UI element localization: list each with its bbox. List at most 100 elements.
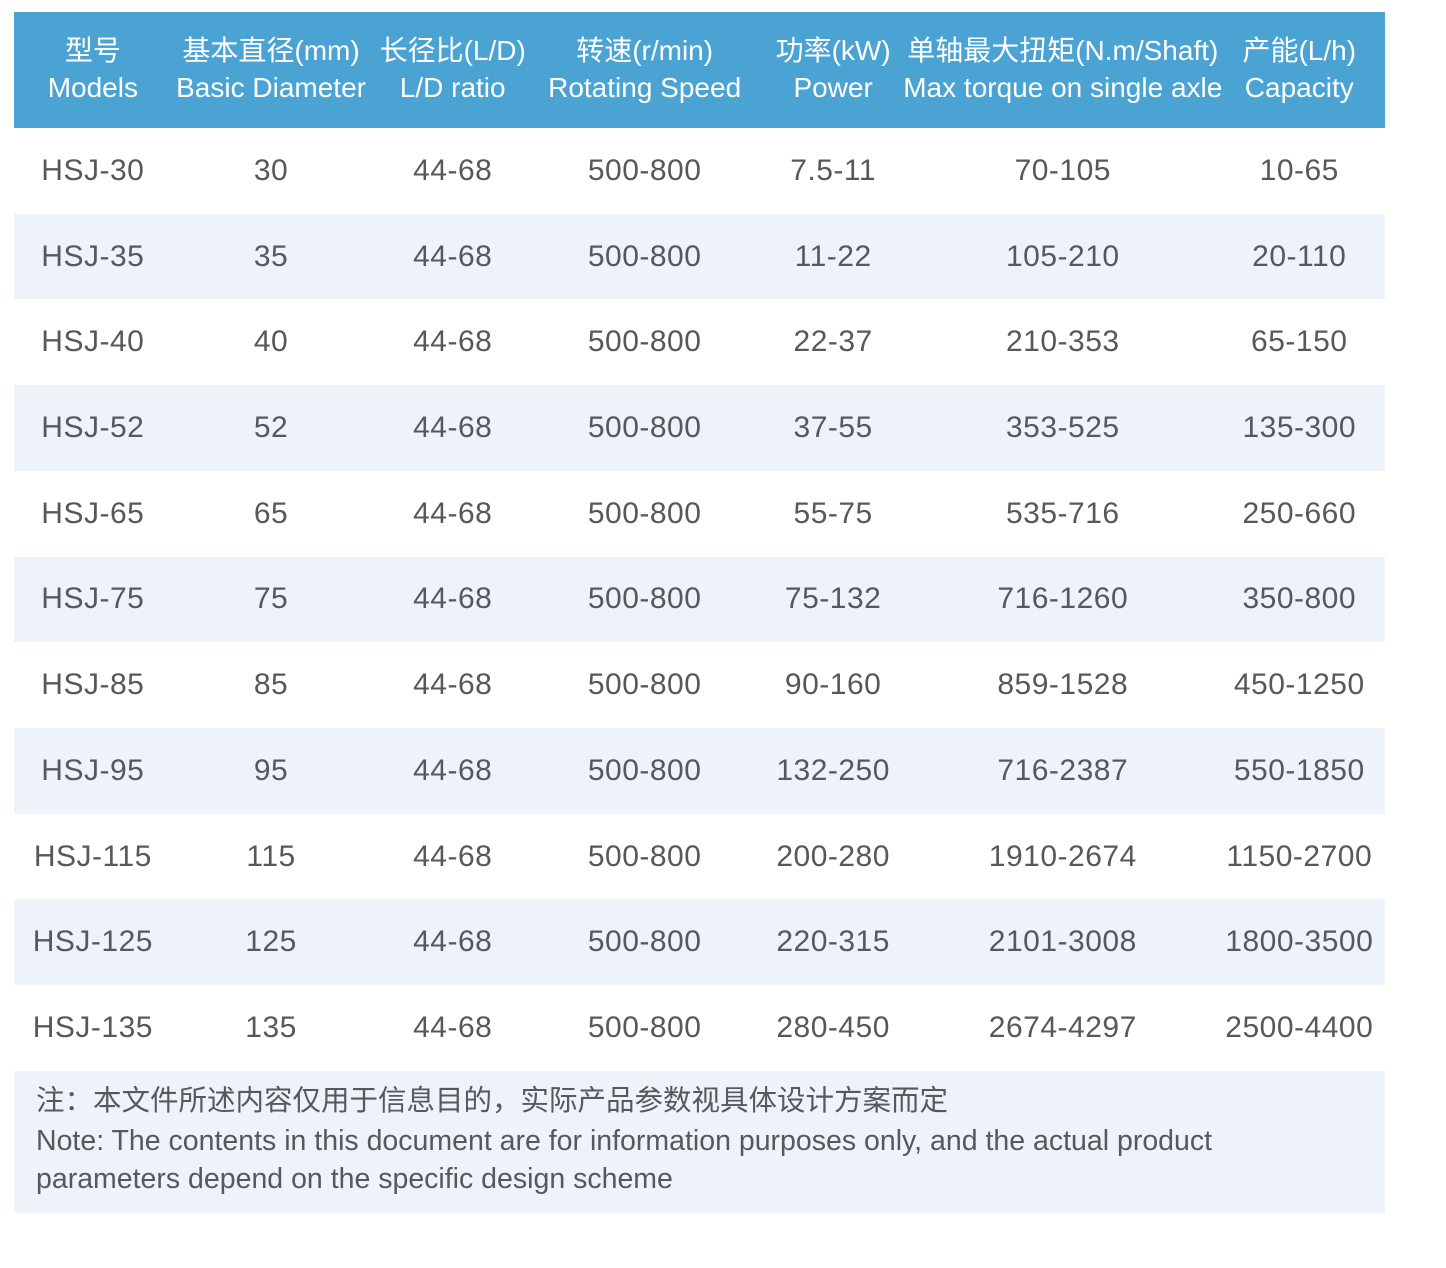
cell-rotating-speed: 500-800 [587,582,702,616]
note-line-zh: 注：本文件所述内容仅用于信息目的，实际产品参数视具体设计方案而定 [36,1084,949,1117]
cell-basic-diameter: 85 [253,668,289,702]
cell-ld-ratio: 44-68 [413,753,493,787]
cell-rotating-speed: 500-800 [587,668,702,702]
header-label-zh: 单轴最大扭矩(N.m/Shaft) [907,35,1219,67]
cell-rotating-speed: 500-800 [587,325,702,359]
header-label-en: Basic Diameter [176,72,366,103]
cell-models: HSJ-135 [32,1011,153,1045]
cell-max-torque: 535-716 [1005,496,1120,530]
cell-capacity: 250-660 [1242,496,1357,530]
cell-capacity: 1800-3500 [1225,925,1374,959]
table-row: HSJ-115 115 44-68 500-800 200-280 1910-2674 11… [14,814,1385,900]
cell-power: 200-280 [776,839,890,873]
cell-max-torque: 859-1528 [997,668,1129,702]
cell-rotating-speed: 500-800 [587,839,702,873]
cell-models: HSJ-115 [33,839,152,873]
cell-models: HSJ-85 [41,668,145,702]
cell-ld-ratio: 44-68 [413,668,493,702]
cell-power: 90-160 [784,668,882,702]
cell-max-torque: 1910-2674 [988,839,1137,873]
table-row: HSJ-125 125 44-68 500-800 220-315 2101-3008 18… [14,899,1385,986]
header-label-en: Rotating Speed [548,72,742,103]
table-row: HSJ-52 52 44-68 500-800 37-55 353-525 135-300 [14,385,1385,471]
cell-ld-ratio: 44-68 [413,239,493,273]
cell-capacity: 350-800 [1242,582,1357,616]
cell-models: HSJ-35 [41,239,145,273]
table-row: HSJ-75 75 44-68 500-800 75-132 716-1260 350-80… [14,556,1385,643]
cell-capacity: 2500-4400 [1225,1011,1374,1045]
cell-basic-diameter: 125 [245,925,297,959]
cell-ld-ratio: 44-68 [413,839,493,873]
cell-max-torque: 716-1260 [997,582,1129,616]
cell-rotating-speed: 500-800 [587,239,702,273]
cell-basic-diameter: 115 [246,839,296,873]
cell-rotating-speed: 500-800 [587,411,702,445]
header-cell-basic-diameter: 基本直径(mm) Basic Diameter [172,12,371,128]
cell-models: HSJ-75 [41,582,145,616]
header-label-zh: 转速(r/min) [576,35,714,67]
cell-power: 132-250 [776,753,890,787]
cell-power: 37-55 [793,411,873,445]
header-cell-ld-ratio: 长径比(L/D) L/D ratio [370,12,535,128]
header-cell-models: 型号 Models [14,12,172,128]
cell-basic-diameter: 40 [253,325,289,359]
header-label-en: Max torque on single axle [903,72,1223,103]
cell-power: 22-37 [793,325,873,359]
cell-basic-diameter: 65 [253,496,289,530]
cell-capacity: 65-150 [1251,325,1348,359]
cell-capacity: 10-65 [1259,153,1339,187]
note-line-en: Note: The contents in this document are … [36,1125,1213,1196]
cell-power: 75-132 [784,582,882,616]
table-row: HSJ-65 65 44-68 500-800 55-75 535-716 250-660 [14,471,1385,557]
cell-models: HSJ-52 [41,411,145,445]
cell-basic-diameter: 95 [253,753,289,787]
cell-power: 11-22 [794,239,872,273]
cell-power: 7.5-11 [790,153,877,187]
cell-models: HSJ-30 [41,153,145,187]
cell-ld-ratio: 44-68 [413,411,493,445]
table-header-row: 型号 Models 基本直径(mm) Basic Diameter 长径比(L/D) L/… [14,12,1385,128]
note-block: 注：本文件所述内容仅用于信息目的，实际产品参数视具体设计方案而定 Note: T… [14,1070,1385,1214]
cell-power: 220-315 [776,925,890,959]
spec-table: 型号 Models 基本直径(mm) Basic Diameter 长径比(L/D) L/… [14,12,1385,1214]
header-label-en: Power [793,72,873,103]
cell-basic-diameter: 75 [253,582,289,616]
cell-capacity: 1150-2700 [1226,839,1373,873]
cell-ld-ratio: 44-68 [413,496,493,530]
cell-basic-diameter: 135 [245,1011,297,1045]
table-row: HSJ-35 35 44-68 500-800 11-22 105-210 20-110 [14,213,1385,300]
header-label-zh: 基本直径(mm) [182,35,360,67]
header-label-en: Models [47,72,138,103]
cell-ld-ratio: 44-68 [413,582,493,616]
cell-capacity: 450-1250 [1233,668,1365,702]
header-label-zh: 功率(kW) [775,35,891,67]
table-row: HSJ-30 30 44-68 500-800 7.5-11 70-105 10-65 [14,128,1385,214]
cell-models: HSJ-65 [41,496,145,530]
cell-rotating-speed: 500-800 [587,925,702,959]
cell-max-torque: 2101-3008 [988,925,1137,959]
cell-rotating-speed: 500-800 [587,753,702,787]
cell-ld-ratio: 44-68 [413,1011,493,1045]
cell-basic-diameter: 35 [253,239,289,273]
table-row: HSJ-40 40 44-68 500-800 22-37 210-353 65-150 [14,299,1385,385]
cell-max-torque: 353-525 [1005,411,1120,445]
header-label-en: L/D ratio [399,72,506,103]
table-body: HSJ-30 30 44-68 500-800 7.5-11 70-105 10-65 HSJ… [14,128,1385,1071]
table-row: HSJ-85 85 44-68 500-800 90-160 859-1528 450-12… [14,642,1385,728]
header-cell-power: 功率(kW) Power [754,12,912,128]
header-cell-rotating-speed: 转速(r/min) Rotating Speed [535,12,754,128]
cell-max-torque: 2674-4297 [988,1011,1137,1045]
cell-max-torque: 716-2387 [997,753,1129,787]
cell-max-torque: 210-353 [1005,325,1120,359]
cell-models: HSJ-125 [32,925,153,959]
table-row: HSJ-95 95 44-68 500-800 132-250 716-2387 550-1… [14,728,1385,814]
cell-rotating-speed: 500-800 [587,153,702,187]
cell-power: 280-450 [776,1011,890,1045]
cell-capacity: 135-300 [1242,411,1357,445]
cell-power: 55-75 [793,496,873,530]
cell-ld-ratio: 44-68 [413,325,493,359]
header-cell-max-torque: 单轴最大扭矩(N.m/Shaft) Max torque on single ax… [903,12,1222,128]
cell-ld-ratio: 44-68 [413,153,493,187]
table-row: HSJ-135 135 44-68 500-800 280-450 2674-4297 25… [14,985,1385,1071]
cell-rotating-speed: 500-800 [587,496,702,530]
